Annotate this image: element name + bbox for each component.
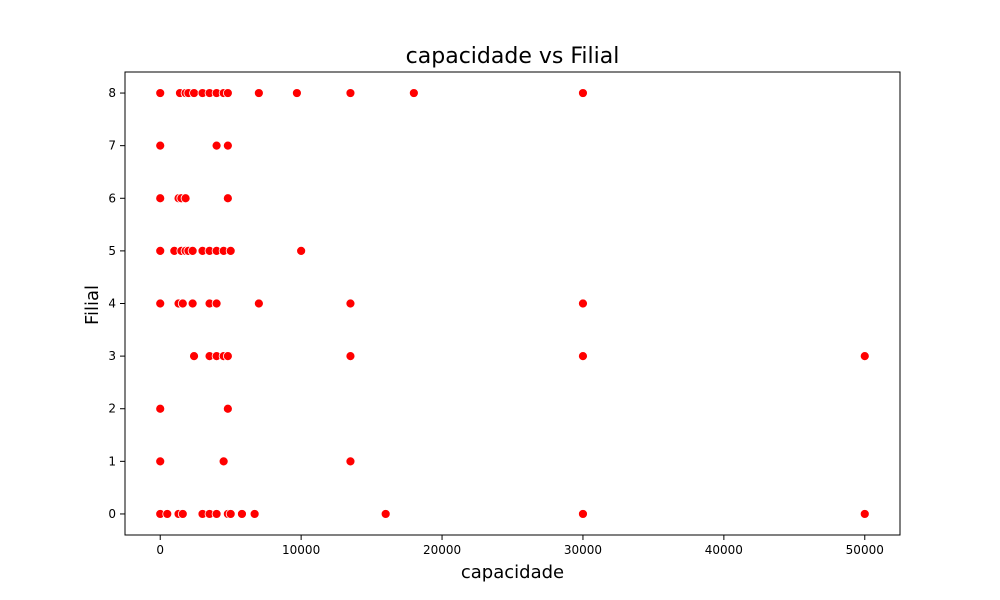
data-point [218, 456, 229, 467]
data-point [345, 298, 356, 309]
x-tick-label: 40000 [705, 543, 743, 557]
y-axis-label: Filial [82, 285, 103, 325]
x-tick-label: 30000 [564, 543, 602, 557]
data-point [345, 351, 356, 362]
y-tick-label: 2 [108, 402, 116, 416]
data-point [155, 193, 166, 204]
data-point [155, 298, 166, 309]
plot-area-frame [124, 71, 901, 536]
data-point [155, 403, 166, 414]
data-point [292, 88, 302, 98]
data-point [180, 193, 191, 204]
data-point [222, 88, 233, 98]
y-tick-label: 1 [108, 454, 116, 468]
data-point [859, 509, 870, 519]
data-point [859, 351, 870, 362]
data-point [253, 298, 264, 309]
data-point [578, 298, 588, 309]
data-point [155, 456, 166, 467]
data-point [296, 245, 307, 256]
data-point [237, 509, 247, 519]
data-point [155, 245, 166, 256]
data-point [578, 509, 588, 519]
data-point [177, 509, 188, 519]
data-point [578, 88, 588, 98]
data-point [345, 88, 356, 98]
y-axis-ticks: 0 1 2 3 4 5 6 7 8 [108, 86, 125, 521]
data-point [380, 509, 391, 519]
data-point [408, 88, 419, 98]
data-point [189, 351, 199, 362]
x-tick-label: 10000 [282, 543, 320, 557]
data-point [177, 298, 188, 309]
data-point [222, 351, 233, 362]
x-axis-ticks: 0 10000 20000 30000 40000 50000 [156, 535, 884, 557]
data-point [578, 351, 588, 362]
data-point [345, 456, 356, 467]
y-tick-label: 3 [108, 349, 116, 363]
y-tick-label: 6 [108, 191, 116, 205]
chart-title: capacidade vs Filial [406, 44, 620, 69]
data-point [155, 88, 166, 98]
data-point [162, 509, 173, 519]
x-tick-label: 50000 [846, 543, 884, 557]
data-point [222, 403, 233, 414]
data-point [222, 193, 233, 204]
y-tick-label: 8 [108, 86, 116, 100]
data-point [155, 140, 166, 151]
data-point [225, 509, 236, 519]
y-tick-label: 5 [108, 244, 116, 258]
data-point [249, 509, 260, 519]
data-point [189, 88, 199, 98]
x-tick-label: 0 [156, 543, 164, 557]
data-point [253, 88, 264, 98]
data-point [187, 245, 198, 256]
data-point [187, 298, 198, 309]
data-point [211, 140, 222, 151]
x-axis-label: capacidade [461, 562, 564, 583]
data-point [222, 140, 233, 151]
y-tick-label: 4 [108, 297, 116, 311]
y-tick-label: 7 [108, 139, 116, 153]
data-point [211, 298, 222, 309]
data-point [225, 245, 236, 256]
data-point [211, 509, 222, 519]
y-tick-label: 0 [108, 507, 116, 521]
data-points [155, 88, 870, 519]
x-tick-label: 20000 [423, 543, 461, 557]
